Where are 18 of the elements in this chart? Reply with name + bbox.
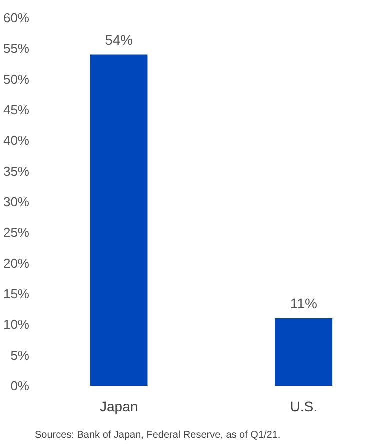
source-note: Sources: Bank of Japan, Federal Reserve, as of Q1/21. bbox=[35, 430, 281, 441]
y-tick-label: 20% bbox=[3, 256, 30, 271]
data-label: 54% bbox=[105, 32, 134, 48]
y-tick-label: 40% bbox=[3, 133, 30, 148]
y-tick-label: 55% bbox=[3, 41, 30, 56]
y-tick-label: 30% bbox=[3, 194, 30, 210]
y-tick-label: 50% bbox=[3, 72, 30, 87]
y-tick-label: 60% bbox=[3, 10, 30, 26]
y-tick-label: 10% bbox=[3, 317, 30, 332]
y-tick-label: 0% bbox=[10, 378, 30, 394]
y-tick-label: 45% bbox=[3, 102, 30, 118]
y-tick-label: 35% bbox=[3, 164, 30, 179]
x-tick-label: Japan bbox=[100, 398, 138, 414]
x-tick-label: U.S. bbox=[290, 398, 318, 414]
data-label: 11% bbox=[290, 296, 318, 312]
y-tick-label: 15% bbox=[3, 286, 30, 302]
y-tick-label: 5% bbox=[10, 348, 30, 363]
y-tick-label: 25% bbox=[3, 225, 30, 240]
